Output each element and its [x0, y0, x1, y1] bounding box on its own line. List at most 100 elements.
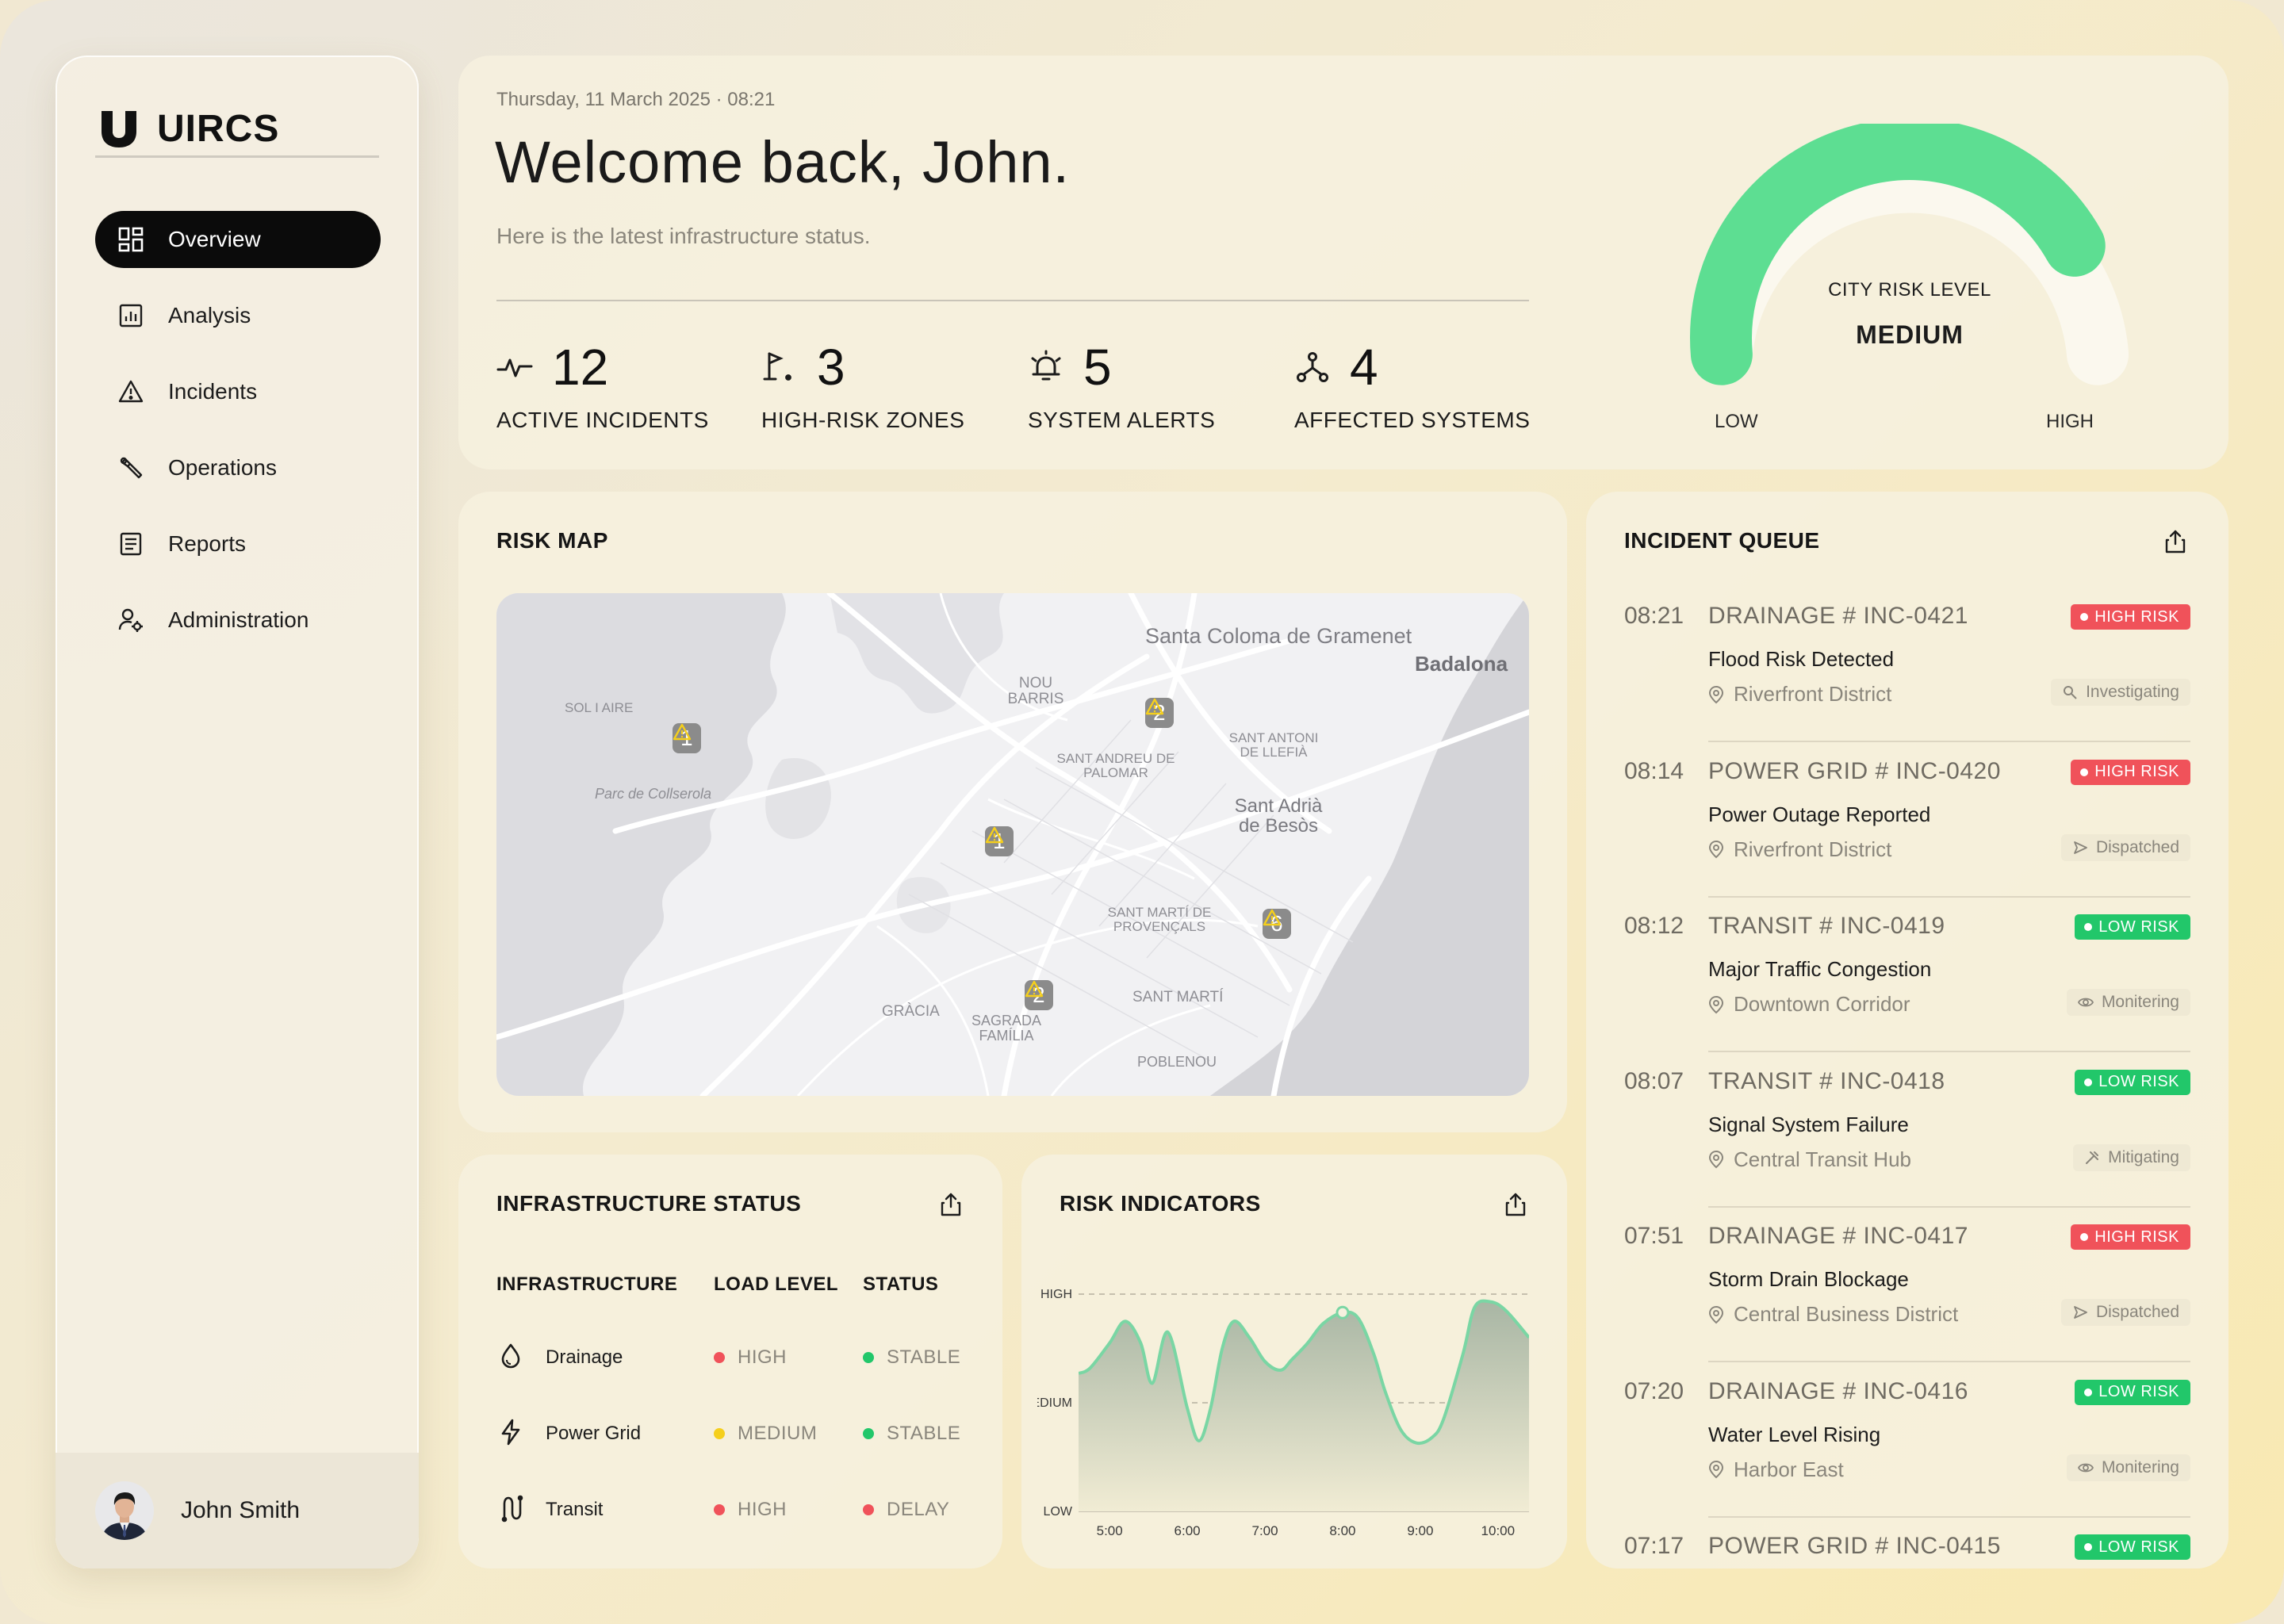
stat-label: AFFECTED SYSTEMS — [1294, 408, 1531, 432]
map-label-nou-barris: NOU BARRIS — [1007, 675, 1064, 707]
map-label-sagrada-familia: SAGRADA FAMÍLIA — [971, 1013, 1042, 1044]
incident-time: 08:21 — [1624, 603, 1684, 629]
stat-affected-systems[interactable]: 4 AFFECTED SYSTEMS — [1294, 338, 1530, 433]
incident-item[interactable]: 08:12 TRANSIT # INC-0419 LOW RISK Major Tra… — [1624, 913, 2190, 1067]
x-tick-label: 10:00 — [1481, 1523, 1516, 1538]
incident-item[interactable]: 08:14 POWER GRID # INC-0420 HIGH RISK Power… — [1624, 758, 2190, 912]
table-row[interactable]: Power Grid MEDIUM STABLE — [496, 1413, 972, 1453]
sidebar-item-label: Analysis — [168, 303, 251, 327]
column-header-status[interactable]: STATUS — [863, 1274, 939, 1295]
x-tick-label: 7:00 — [1251, 1523, 1278, 1538]
current-datetime: Thursday, 11 March 2025 · 08:21 — [496, 89, 776, 110]
route-icon — [501, 1495, 523, 1522]
badge-dot — [2084, 923, 2093, 931]
stat-active-incidents[interactable]: 12 ACTIVE INCIDENTS — [496, 338, 709, 433]
risk-point-marker[interactable] — [1336, 1305, 1350, 1320]
share-icon[interactable] — [937, 1191, 964, 1218]
gauge-title: CITY RISK LEVEL — [1828, 279, 1991, 301]
map-incident-marker[interactable]: 2 — [1025, 980, 1053, 1010]
status-value: STABLE — [863, 1423, 960, 1445]
header-divider — [496, 300, 1529, 301]
map-label-gracia: GRÀCIA — [882, 1003, 940, 1020]
map-incident-marker[interactable]: 1 — [985, 826, 1014, 856]
incident-location: Central Transit Hub — [1708, 1147, 1911, 1172]
send-icon — [2074, 1306, 2087, 1319]
risk-gauge — [1690, 124, 2129, 385]
map-label-santa-coloma: Santa Coloma de Gramenet — [1145, 624, 1412, 648]
warning-icon — [1025, 980, 1044, 998]
warning-icon — [1145, 698, 1164, 715]
share-icon[interactable] — [2162, 528, 2189, 555]
stat-value: 12 — [552, 339, 609, 396]
incident-time: 07:20 — [1624, 1377, 1684, 1404]
risk-indicator-chart[interactable]: LOW MEDIUM HIGH 5:00 6:00 7:00 8:00 9:00 10:00 — [1037, 1258, 1545, 1543]
marker-count: 6 — [1270, 911, 1283, 936]
incident-item[interactable]: 07:51 DRAINAGE # INC-0417 HIGH RISK Storm D… — [1624, 1223, 2190, 1377]
incident-divider — [1708, 1515, 2190, 1518]
stat-value: 5 — [1083, 339, 1112, 396]
status-value: DELAY — [863, 1499, 949, 1521]
load-dot — [714, 1428, 725, 1439]
map-label-poblenou: POBLENOU — [1137, 1054, 1217, 1070]
location-pin-icon — [1708, 1305, 1724, 1323]
column-header-infrastructure[interactable]: INFRASTRUCTURE — [496, 1274, 678, 1295]
location-pin-icon — [1708, 840, 1724, 859]
map-incident-marker[interactable]: 1 — [673, 723, 701, 753]
incident-location: Central Business District — [1708, 1302, 1958, 1327]
stat-value: 3 — [817, 339, 845, 396]
stat-high-risk-zones[interactable]: 3 HIGH-RISK ZONES — [761, 338, 964, 433]
marker-count: 2 — [1033, 982, 1045, 1007]
incident-item[interactable]: 08:07 TRANSIT # INC-0418 LOW RISK Signal Sy… — [1624, 1068, 2190, 1222]
map-incident-marker[interactable]: 6 — [1263, 909, 1291, 939]
sidebar-item-incidents[interactable]: Incidents — [95, 363, 381, 420]
sidebar-item-administration[interactable]: Administration — [95, 592, 381, 649]
share-icon[interactable] — [1502, 1191, 1529, 1218]
incident-time: 08:14 — [1624, 757, 1684, 784]
incident-item[interactable]: 07:20 DRAINAGE # INC-0416 LOW RISK Water Le… — [1624, 1378, 2190, 1532]
incident-divider — [1708, 1361, 2190, 1362]
risk-badge: HIGH RISK — [2071, 604, 2190, 630]
table-row[interactable]: Transit HIGH DELAY — [496, 1489, 972, 1529]
stat-label: ACTIVE INCIDENTS — [496, 408, 709, 432]
warning-icon — [673, 723, 692, 741]
table-row[interactable]: Drainage HIGH STABLE — [496, 1337, 972, 1377]
app-logo[interactable]: UIRCS — [98, 89, 279, 168]
badge-dot — [2080, 1233, 2089, 1241]
sidebar-item-label: Incidents — [168, 379, 258, 404]
network-nodes-icon — [1297, 352, 1328, 382]
user-profile[interactable]: John Smith — [56, 1453, 419, 1568]
incident-id: DRAINAGE # INC-0421 — [1708, 603, 1968, 629]
column-header-load-level[interactable]: LOAD LEVEL — [714, 1274, 839, 1295]
x-tick-label: 5:00 — [1097, 1523, 1123, 1538]
bar-chart-icon — [119, 304, 143, 327]
user-gear-icon — [118, 608, 143, 632]
incident-item[interactable]: 08:21 DRAINAGE # INC-0421 HIGH RISK Flood R… — [1624, 603, 2190, 756]
risk-badge: LOW RISK — [2075, 1379, 2190, 1405]
gauge-low-label: LOW — [1715, 411, 1758, 432]
welcome-panel: Thursday, 11 March 2025 · 08:21 Welcome … — [458, 56, 2228, 469]
wrench-icon — [120, 457, 143, 479]
status-dot — [863, 1352, 874, 1363]
sidebar-item-analysis[interactable]: Analysis — [95, 287, 381, 344]
incident-divider — [1708, 1205, 2190, 1208]
map-label-sant-marti: SANT MARTÍ — [1132, 989, 1224, 1005]
map-incident-marker[interactable]: 2 — [1145, 698, 1174, 728]
stat-system-alerts[interactable]: 5 SYSTEM ALERTS — [1028, 338, 1215, 433]
alarm-bell-icon — [1031, 350, 1061, 381]
water-drop-icon — [501, 1343, 520, 1369]
sidebar-item-reports[interactable]: Reports — [95, 515, 381, 573]
sidebar-item-operations[interactable]: Operations — [95, 439, 381, 496]
incident-status: Investigating — [2051, 679, 2190, 706]
incident-item[interactable]: 07:17 POWER GRID # INC-0415 LOW RISK — [1624, 1533, 2190, 1568]
risk-area-fill — [1079, 1300, 1529, 1511]
risk-map-title: RISK MAP — [496, 528, 608, 553]
badge-dot — [2084, 1388, 2093, 1396]
welcome-subtitle: Here is the latest infrastructure status… — [496, 224, 871, 248]
map-label-sol-i-aire: SOL I AIRE — [565, 700, 634, 715]
incident-status: Mitigating — [2073, 1143, 2190, 1171]
infrastructure-status-panel: INFRASTRUCTURE STATUS INFRASTRUCTURE LOA… — [458, 1155, 1002, 1568]
incident-title: Power Outage Reported — [1708, 802, 1931, 826]
sidebar-item-overview[interactable]: Overview — [95, 211, 381, 268]
risk-map[interactable]: Santa Coloma de Gramenet Badalona NOU BA… — [496, 593, 1529, 1096]
